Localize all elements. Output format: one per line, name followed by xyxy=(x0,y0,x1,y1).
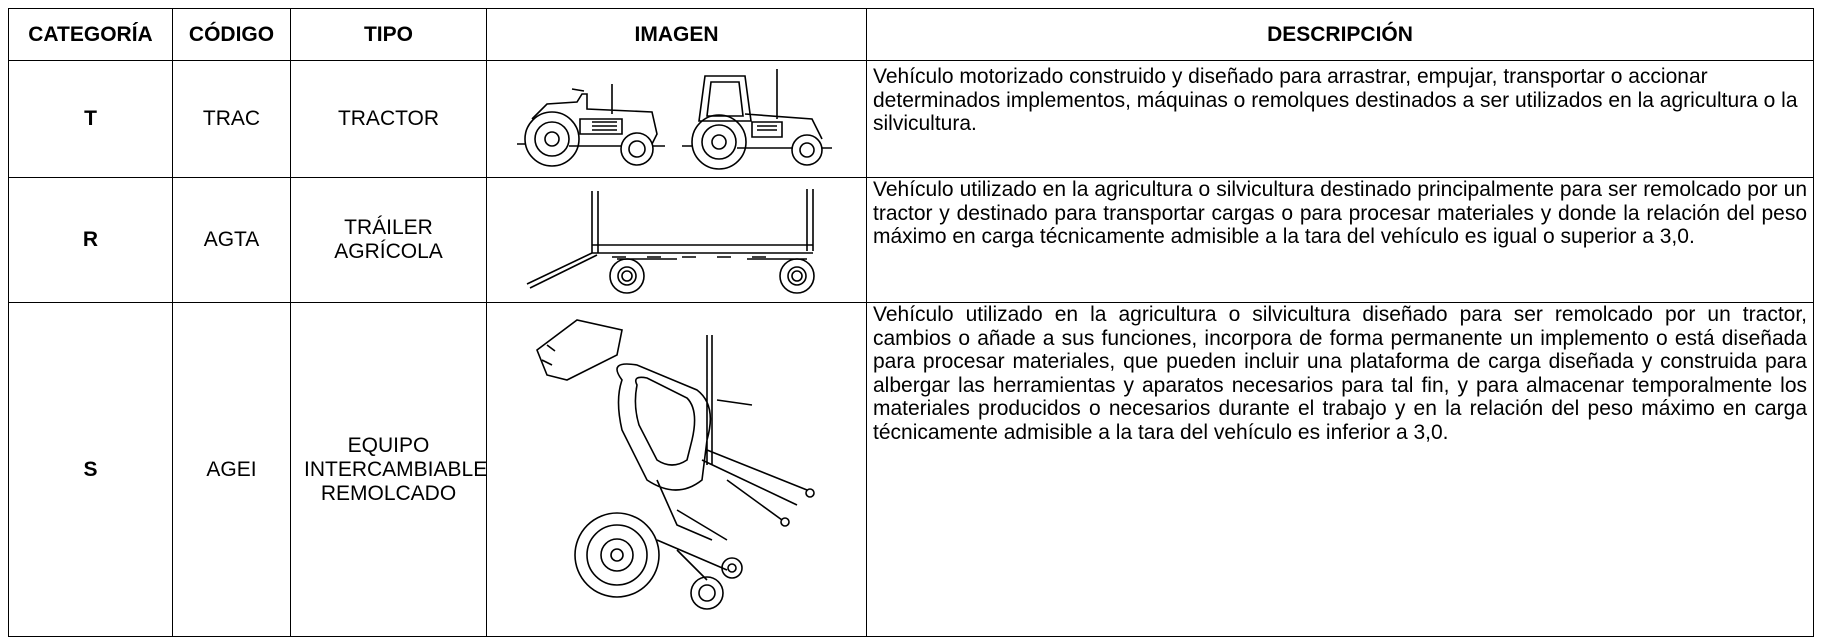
category: R xyxy=(8,177,173,303)
row: S AGEI EQUIPO INTERCAMBIABLE REMOLCADO V… xyxy=(8,302,1814,637)
image-cell xyxy=(486,302,867,637)
code: AGEI xyxy=(172,302,291,637)
description: Vehículo motorizado construido y diseñad… xyxy=(866,60,1814,178)
type: TRACTOR xyxy=(290,60,487,178)
description: Vehículo utilizado en la agricultura o s… xyxy=(866,177,1814,303)
vehicle-table: CATEGORÍA CÓDIGO TIPO IMAGEN DESCRIPCIÓN… xyxy=(8,8,1814,637)
code: AGTA xyxy=(172,177,291,303)
header-cell: IMAGEN xyxy=(486,8,867,61)
category: T xyxy=(8,60,173,178)
type: TRÁILER AGRÍCOLA xyxy=(290,177,487,303)
type: EQUIPO INTERCAMBIABLE REMOLCADO xyxy=(290,302,487,637)
category: S xyxy=(8,302,173,637)
tractor-image xyxy=(516,69,832,170)
baler-image xyxy=(535,318,815,610)
row: T TRAC TRACTOR Vehículo motorizado const… xyxy=(8,60,1814,178)
header-cell: TIPO xyxy=(290,8,487,61)
header-row: CATEGORÍA CÓDIGO TIPO IMAGEN DESCRIPCIÓN xyxy=(8,8,1814,61)
trailer-image xyxy=(526,189,815,294)
row: R AGTA TRÁILER AGRÍCOLA Vehículo utiliza… xyxy=(8,177,1814,303)
header-cell: CÓDIGO xyxy=(172,8,291,61)
image-cell xyxy=(486,60,867,178)
description: Vehículo utilizado en la agricultura o s… xyxy=(866,302,1814,637)
code: TRAC xyxy=(172,60,291,178)
image-cell xyxy=(486,177,867,303)
header-cell: DESCRIPCIÓN xyxy=(866,8,1814,61)
header-cell: CATEGORÍA xyxy=(8,8,173,61)
